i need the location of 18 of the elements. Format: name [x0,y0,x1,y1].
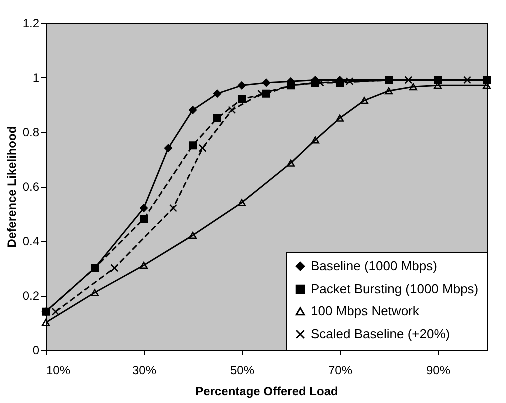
y-axis-title: Deference Likelihood [4,126,19,248]
y-tick-label: 1 [32,71,40,85]
y-tick-label: 0.4 [22,234,40,248]
x-tick-label: 70% [328,364,353,378]
legend-label: Scaled Baseline (+20%) [311,326,450,342]
x-tick-label: 30% [132,364,157,378]
y-tick-label: 0.2 [22,289,40,303]
x-axis-title: Percentage Offered Load [196,384,338,398]
y-tick-label: 0.8 [22,126,40,140]
legend-label: Packet Bursting (1000 Mbps) [311,282,479,296]
legend-label: Baseline (1000 Mbps) [311,258,438,274]
legend-label: 100 Mbps Network [311,304,420,318]
x-tick-label: 10% [46,364,71,378]
y-tick-label: 0 [32,344,40,358]
y-tick-label: 0.6 [22,180,40,194]
x-tick-label: 90% [426,364,451,378]
y-tick-label: 1.2 [22,16,40,30]
x-tick-label: 50% [230,364,255,378]
